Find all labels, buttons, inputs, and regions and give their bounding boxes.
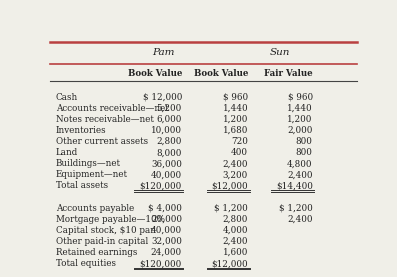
Text: $ 4,000: $ 4,000 <box>148 204 182 213</box>
Text: Other paid-in capital: Other paid-in capital <box>56 237 148 246</box>
Text: $12,000: $12,000 <box>212 181 248 191</box>
Text: 1,200: 1,200 <box>223 115 248 124</box>
Text: Sun: Sun <box>270 48 291 57</box>
Text: 40,000: 40,000 <box>151 170 182 179</box>
Text: $14,400: $14,400 <box>276 181 313 191</box>
Text: 2,400: 2,400 <box>223 159 248 168</box>
Text: 1,200: 1,200 <box>287 115 313 124</box>
Text: Retained earnings: Retained earnings <box>56 248 137 257</box>
Text: Fair Value: Fair Value <box>264 69 313 78</box>
Text: Capital stock, $10 par: Capital stock, $10 par <box>56 226 154 235</box>
Text: 800: 800 <box>296 137 313 146</box>
Text: Total assets: Total assets <box>56 181 108 191</box>
Text: 2,400: 2,400 <box>287 170 313 179</box>
Text: Land: Land <box>56 148 78 157</box>
Text: Total equities: Total equities <box>56 259 116 268</box>
Text: 1,440: 1,440 <box>287 104 313 113</box>
Text: 2,800: 2,800 <box>223 215 248 224</box>
Text: 32,000: 32,000 <box>151 237 182 246</box>
Text: 3,200: 3,200 <box>223 170 248 179</box>
Text: 20,000: 20,000 <box>151 215 182 224</box>
Text: Cash: Cash <box>56 93 78 102</box>
Text: 36,000: 36,000 <box>151 159 182 168</box>
Text: 400: 400 <box>231 148 248 157</box>
Text: Equipment—net: Equipment—net <box>56 170 128 179</box>
Text: Book Value: Book Value <box>194 69 248 78</box>
Text: Inventories: Inventories <box>56 126 106 135</box>
Text: 2,400: 2,400 <box>223 237 248 246</box>
Text: Mortgage payable—10%: Mortgage payable—10% <box>56 215 165 224</box>
Text: 5,200: 5,200 <box>157 104 182 113</box>
Text: Book Value: Book Value <box>127 69 182 78</box>
Text: 800: 800 <box>296 148 313 157</box>
Text: 10,000: 10,000 <box>151 126 182 135</box>
Text: 2,400: 2,400 <box>287 215 313 224</box>
Text: 1,440: 1,440 <box>222 104 248 113</box>
Text: $120,000: $120,000 <box>140 181 182 191</box>
Text: 4,000: 4,000 <box>223 226 248 235</box>
Text: $ 12,000: $ 12,000 <box>143 93 182 102</box>
Text: Accounts payable: Accounts payable <box>56 204 134 213</box>
Text: $ 960: $ 960 <box>223 93 248 102</box>
Text: Buildings—net: Buildings—net <box>56 159 121 168</box>
Text: $ 960: $ 960 <box>287 93 313 102</box>
Text: 2,800: 2,800 <box>156 137 182 146</box>
Text: 6,000: 6,000 <box>156 115 182 124</box>
Text: $12,000: $12,000 <box>212 259 248 268</box>
Text: $ 1,200: $ 1,200 <box>279 204 313 213</box>
Text: 720: 720 <box>231 137 248 146</box>
Text: $120,000: $120,000 <box>140 259 182 268</box>
Text: $ 1,200: $ 1,200 <box>214 204 248 213</box>
Text: 40,000: 40,000 <box>151 226 182 235</box>
Text: Notes receivable—net: Notes receivable—net <box>56 115 154 124</box>
Text: 8,000: 8,000 <box>156 148 182 157</box>
Text: 1,600: 1,600 <box>223 248 248 257</box>
Text: 24,000: 24,000 <box>151 248 182 257</box>
Text: Pam: Pam <box>152 48 175 57</box>
Text: Accounts receivable—net: Accounts receivable—net <box>56 104 169 113</box>
Text: Other current assets: Other current assets <box>56 137 148 146</box>
Text: 4,800: 4,800 <box>287 159 313 168</box>
Text: 1,680: 1,680 <box>223 126 248 135</box>
Text: 2,000: 2,000 <box>287 126 313 135</box>
